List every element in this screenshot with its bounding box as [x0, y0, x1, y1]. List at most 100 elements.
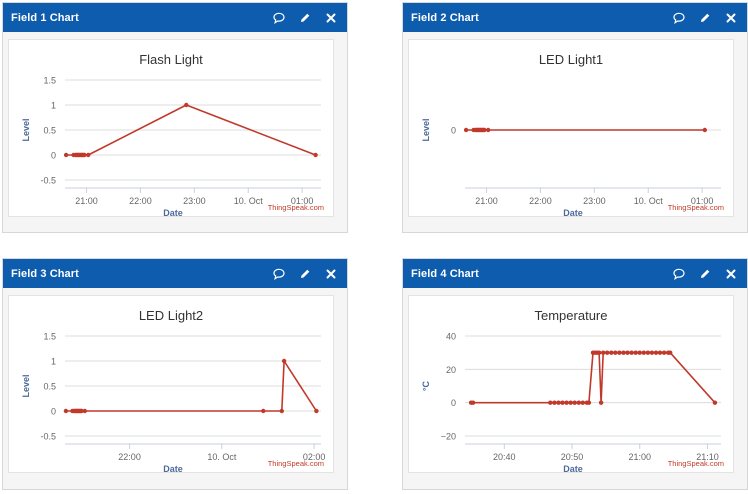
pencil-icon[interactable] — [299, 12, 311, 24]
data-point — [79, 408, 84, 414]
comment-icon[interactable] — [673, 268, 685, 280]
x-tick-label: 20:50 — [561, 452, 584, 462]
flash-light-chart: Flash Light -0.5 0 0.5 1 1.5 21:00 22:00 23:00 10… — [21, 52, 324, 216]
y-tick-label: -0.5 — [40, 176, 56, 186]
data-point — [586, 400, 592, 405]
pencil-icon[interactable] — [299, 268, 311, 280]
chart-container: Temperature −20 0 20 40 20:40 20:50 21:00 21:10 D… — [408, 295, 734, 473]
y-tick-label: 40 — [446, 332, 456, 342]
data-point — [314, 408, 319, 414]
led-light2-chart: LED Light2 -0.5 0 0.5 1 1.5 22:00 10. Oct 02:00 D… — [21, 308, 326, 472]
y-tick-label: 1 — [51, 101, 56, 111]
y-axis-title: Level — [21, 374, 31, 397]
close-icon[interactable] — [325, 268, 337, 280]
data-point — [629, 350, 634, 355]
x-tick-label: 21:00 — [628, 452, 651, 462]
data-point — [621, 350, 626, 355]
data-point — [564, 400, 569, 405]
x-tick-label: 22:00 — [129, 196, 152, 206]
close-icon[interactable] — [725, 268, 737, 280]
y-tick-label: 0.5 — [43, 382, 56, 392]
panel-actions — [273, 268, 337, 280]
data-point — [580, 400, 585, 405]
y-tick-label: 1.5 — [43, 76, 56, 86]
x-tick-label: 01:00 — [291, 196, 314, 206]
chart-credit: ThingSpeak.com — [268, 203, 324, 212]
data-point — [645, 350, 651, 355]
y-tick-label: -0.5 — [40, 432, 56, 442]
data-point — [184, 102, 189, 108]
data-point — [712, 400, 718, 405]
data-point — [601, 350, 606, 355]
comment-icon[interactable] — [273, 12, 285, 24]
data-point — [598, 400, 604, 405]
pencil-icon[interactable] — [699, 268, 711, 280]
panel-actions — [273, 12, 337, 24]
chart-title: Temperature — [535, 308, 608, 323]
panel-actions — [673, 268, 737, 280]
data-point — [560, 400, 565, 405]
data-point — [82, 408, 88, 414]
data-point — [261, 408, 266, 414]
data-point — [63, 152, 69, 158]
data-point — [279, 408, 284, 414]
panel-title: Field 1 Chart — [11, 11, 79, 24]
y-tick-label: 1 — [51, 357, 56, 367]
x-tick-label: 22:00 — [529, 196, 552, 206]
data-point — [596, 350, 602, 355]
x-tick-label: 21:00 — [475, 196, 498, 206]
chart-credit: ThingSpeak.com — [268, 459, 324, 468]
panel-title: Field 3 Chart — [11, 267, 79, 280]
data-point — [576, 400, 581, 405]
data-point — [668, 350, 673, 355]
data-point — [548, 400, 553, 405]
data-point — [568, 400, 573, 405]
y-tick-label: 0 — [51, 151, 56, 161]
comment-icon[interactable] — [273, 268, 285, 280]
x-tick-label: 20:40 — [493, 452, 516, 462]
data-point — [653, 350, 659, 355]
x-tick-label: 01:00 — [691, 196, 714, 206]
panel-title: Field 4 Chart — [411, 267, 479, 280]
data-point — [605, 350, 610, 355]
chart-credit: ThingSpeak.com — [668, 203, 724, 212]
data-point — [625, 350, 630, 355]
x-tick-label: 21:10 — [696, 452, 719, 462]
panel-header: Field 2 Chart — [403, 3, 747, 32]
x-tick-label: 21:00 — [75, 196, 98, 206]
y-tick-label: −20 — [441, 432, 456, 442]
close-icon[interactable] — [725, 12, 737, 24]
panel-title: Field 2 Chart — [411, 11, 479, 24]
data-point — [649, 350, 655, 355]
data-point — [613, 350, 618, 355]
x-axis-title: Date — [563, 208, 583, 216]
chart-title: LED Light1 — [539, 52, 603, 67]
series-line — [471, 351, 716, 404]
temperature-chart: Temperature −20 0 20 40 20:40 20:50 21:00 21:10 D… — [421, 308, 724, 472]
field-3-chart-panel: Field 3 Chart LED Light2 -0.5 0 0.5 1 1.5 22:0… — [2, 258, 348, 490]
comment-icon[interactable] — [673, 12, 685, 24]
x-tick-label: 22:00 — [118, 452, 141, 462]
data-point — [313, 152, 318, 158]
field-4-chart-panel: Field 4 Chart Temperature −20 0 20 40 20:40 20… — [402, 258, 748, 490]
data-point — [470, 400, 476, 405]
x-tick-label: 02:00 — [303, 452, 326, 462]
y-tick-label: 0 — [51, 407, 56, 417]
data-point — [86, 152, 91, 158]
close-icon[interactable] — [325, 12, 337, 24]
panel-header: Field 1 Chart — [3, 3, 347, 32]
panel-header: Field 4 Chart — [403, 259, 747, 288]
x-tick-label: 10. Oct — [234, 196, 264, 206]
data-point — [617, 350, 622, 355]
pencil-icon[interactable] — [699, 12, 711, 24]
data-point — [657, 350, 663, 355]
data-point — [63, 408, 69, 414]
data-point — [482, 127, 487, 133]
data-point — [486, 127, 491, 133]
x-tick-label: 10. Oct — [634, 196, 664, 206]
chart-container: LED Light1 0 21:00 22:00 23:00 10. Oct 01:00 Da… — [408, 39, 734, 217]
x-axis-title: Date — [163, 464, 183, 472]
x-axis-title: Date — [563, 464, 583, 472]
field-2-chart-panel: Field 2 Chart LED Light1 0 21:00 22:00 23:00… — [402, 2, 748, 233]
data-point — [633, 350, 638, 355]
